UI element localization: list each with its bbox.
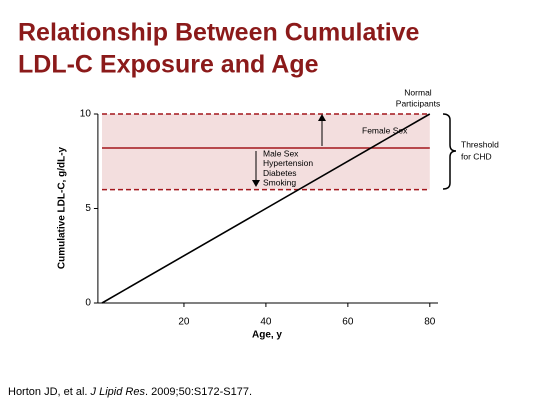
title-line: LDL-C Exposure and Age	[18, 51, 319, 79]
x-tick-label: 20	[178, 317, 190, 328]
annotation: Female Sex	[362, 125, 408, 135]
x-tick-label: 40	[260, 317, 272, 328]
brace	[442, 113, 457, 190]
source-part: . 2009;50:S172-S177.	[145, 386, 252, 398]
arrow-head	[318, 114, 326, 121]
x-tick-label: 80	[424, 317, 436, 328]
y-tick-label: 5	[85, 203, 91, 214]
title-line: Relationship Between Cumulative	[18, 19, 420, 47]
annotation: Participants	[396, 98, 440, 108]
annotation: Threshold	[461, 139, 499, 149]
threshold-band	[101, 114, 430, 190]
source-part: Horton JD, et al.	[8, 386, 91, 398]
data-line	[101, 113, 431, 304]
source: Horton JD, et al. J Lipid Res. 2009;50:S…	[8, 386, 252, 398]
annotation: Smoking	[263, 178, 296, 188]
source-part: J Lipid Res	[90, 386, 146, 398]
arrow-head	[252, 180, 260, 187]
y-tick-label: 0	[85, 298, 91, 309]
x-axis-label: Age, y	[252, 330, 282, 341]
annotation: Diabetes	[263, 168, 297, 178]
annotation: Male Sex	[263, 148, 299, 158]
x-tick-label: 60	[342, 317, 354, 328]
y-axis-label: Cumulative LDL-C, g/dL-y	[57, 146, 68, 269]
annotation: Hypertension	[263, 158, 313, 168]
y-tick-label: 10	[80, 109, 92, 120]
annotation: Normal	[404, 87, 432, 97]
annotation: for CHD	[461, 151, 492, 161]
